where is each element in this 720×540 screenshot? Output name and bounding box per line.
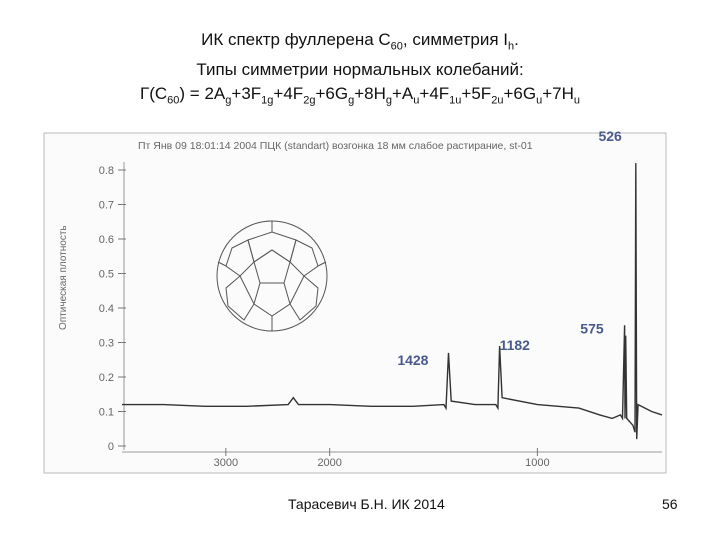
slide-title: ИК спектр фуллерена C60, симметрия Ih. Ти… — [0, 28, 720, 113]
subscript: u — [573, 94, 580, 107]
title-text: , симметрия I — [402, 30, 509, 49]
subscript: 1g — [261, 94, 274, 107]
peak-label: 1182 — [500, 337, 531, 353]
subscript: 1u — [449, 94, 462, 107]
title-text: +A — [391, 84, 414, 104]
subscript: g — [225, 94, 232, 107]
title-line: Г(C60) = 2Ag+3F1g+4F2g+6Gg+8Hg+Au+4F1u+5… — [0, 82, 720, 112]
y-tick-label: 0.1 — [99, 407, 114, 419]
subscript: h — [508, 40, 515, 53]
x-tick-label: 2000 — [317, 457, 341, 469]
subscript: g — [348, 94, 355, 107]
title-text: Г(C — [140, 84, 168, 104]
spectrum-frame — [43, 132, 667, 474]
title-text: . — [514, 30, 519, 49]
y-tick-label: 0 — [108, 441, 114, 453]
title-line: ИК спектр фуллерена C60, симметрия Ih. — [0, 28, 720, 58]
peak-label: 526 — [598, 128, 622, 144]
y-tick-label: 0.7 — [99, 200, 114, 212]
subscript: 60 — [167, 94, 180, 107]
title-text: +4F — [273, 84, 304, 104]
x-tick-label: 3000 — [214, 457, 238, 469]
page-number: 56 — [662, 496, 678, 512]
y-tick-label: 0.2 — [99, 372, 114, 384]
y-tick-label: 0.6 — [99, 234, 114, 246]
subscript: 2g — [303, 94, 316, 107]
title-text: +4F — [419, 84, 450, 104]
title-text: +7H — [542, 84, 574, 104]
title-text: +3F — [231, 84, 262, 104]
title-text: +8H — [354, 84, 386, 104]
y-tick-label: 0.8 — [99, 165, 114, 177]
title-text: +5F — [461, 84, 492, 104]
title-text: ) = 2A — [179, 84, 226, 104]
subscript: u — [413, 94, 420, 107]
subscript: u — [536, 94, 543, 107]
subscript: g — [385, 94, 392, 107]
y-axis-label: Оптическая плотность — [58, 225, 69, 330]
title-text: +6G — [503, 84, 537, 104]
title-text: Типы симметрии нормальных колебаний: — [196, 60, 524, 80]
x-tick-label: 1000 — [525, 457, 549, 469]
title-line: Типы симметрии нормальных колебаний: — [0, 58, 720, 82]
footer-author: Тарасевич Б.Н. ИК 2014 — [288, 496, 445, 512]
y-tick-label: 0.4 — [99, 303, 114, 315]
peak-label: 1428 — [397, 352, 428, 368]
subscript: 60 — [390, 40, 403, 53]
subscript: 2u — [491, 94, 504, 107]
y-tick-label: 0.3 — [99, 338, 114, 350]
fullerene-sketch — [216, 220, 328, 332]
title-text: ИК спектр фуллерена C — [201, 30, 391, 49]
chart-subtitle: Пт Янв 09 18:01:14 2004 ПЦК (standart) в… — [138, 140, 533, 152]
title-text: +6G — [315, 84, 349, 104]
peak-label: 575 — [580, 321, 604, 337]
spectrum-line — [122, 163, 663, 440]
y-tick-label: 0.5 — [99, 269, 114, 281]
